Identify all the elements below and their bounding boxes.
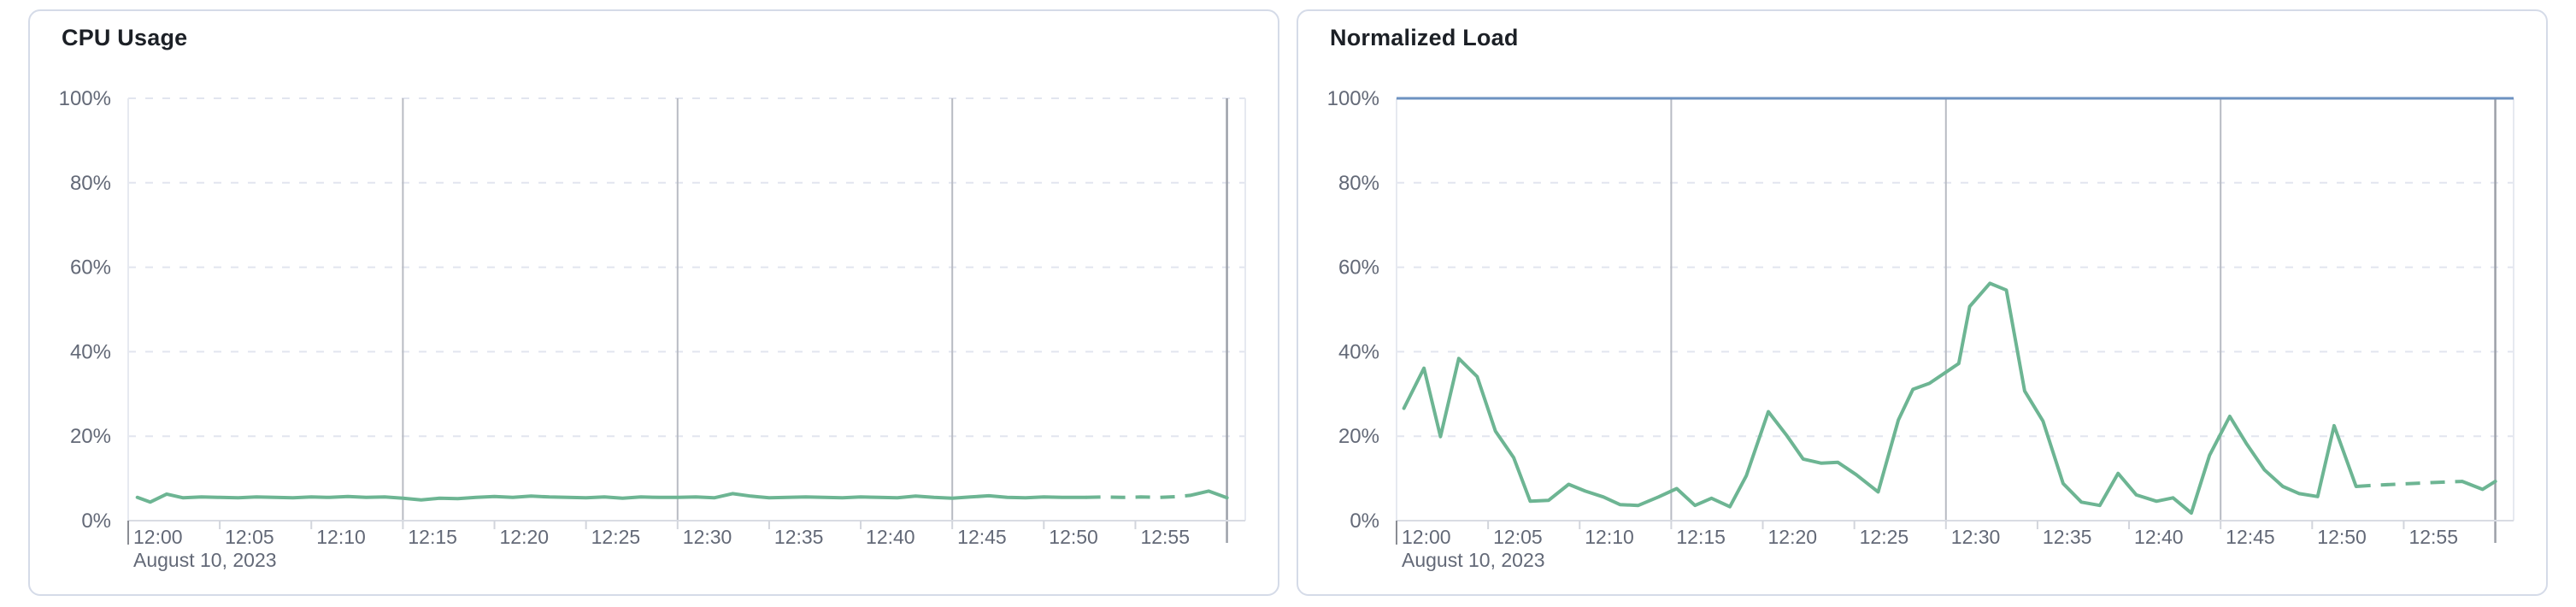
x-tick-label: 12:00 xyxy=(133,526,183,548)
series-segment-cpu-usage-dashed xyxy=(1085,493,1191,499)
series-segment-normalized-load-dashed xyxy=(2355,480,2463,488)
y-tick-label: 40% xyxy=(70,340,111,363)
y-tick-label: 100% xyxy=(1327,87,1379,110)
x-tick-label: 12:05 xyxy=(1493,526,1543,548)
x-tick-label: 12:55 xyxy=(2408,526,2458,548)
y-tick-label: 0% xyxy=(81,510,111,533)
y-tick-label: 80% xyxy=(70,172,111,195)
x-tick-label: 12:15 xyxy=(408,526,457,548)
x-tick-label: 12:30 xyxy=(683,526,732,548)
series-segment-cpu-usage-solid xyxy=(1188,489,1229,500)
y-tick-label: 0% xyxy=(1350,510,1379,533)
x-tick-label: 12:10 xyxy=(1585,526,1634,548)
x-tick-label: 12:05 xyxy=(225,526,274,548)
y-tick-label: 60% xyxy=(70,256,111,280)
x-tick-label: 12:15 xyxy=(1676,526,1726,548)
chart-title-cpu-usage: CPU Usage xyxy=(62,25,188,50)
series-segment-cpu-usage-solid xyxy=(135,492,1088,504)
normalized-load-panel: Normalized Load 0% 20% 40% 60% 80% 100% 12:00 A… xyxy=(1297,9,2548,596)
x-tick-label: 12:25 xyxy=(591,526,641,548)
y-tick-label: 20% xyxy=(70,425,111,448)
x-tick-label: 12:10 xyxy=(316,526,366,548)
x-tick-label: 12:45 xyxy=(2226,526,2275,548)
x-axis-date-label: August 10, 2023 xyxy=(133,549,277,571)
x-tick-label: 12:30 xyxy=(1951,526,2001,548)
x-tick-label: 12:20 xyxy=(1768,526,1818,548)
x-tick-label: 12:40 xyxy=(2134,526,2184,548)
x-tick-label: 12:00 xyxy=(1402,526,1451,548)
x-tick-label: 12:35 xyxy=(774,526,824,548)
cpu-usage-panel: CPU Usage 0% 20% 40% 60% 80% 100% 12:00 August … xyxy=(28,9,1279,596)
series-segment-normalized-load-solid xyxy=(2461,480,2497,492)
x-tick-label: 12:50 xyxy=(1049,526,1098,548)
x-tick-label: 12:20 xyxy=(500,526,550,548)
x-tick-label: 12:25 xyxy=(1860,526,1909,548)
y-tick-label: 40% xyxy=(1338,340,1379,363)
x-tick-label: 12:35 xyxy=(2043,526,2092,548)
series-segment-normalized-load-solid xyxy=(1402,281,2358,516)
x-axis-date-label: August 10, 2023 xyxy=(1402,549,1545,571)
x-tick-label: 12:50 xyxy=(2317,526,2367,548)
x-tick-label: 12:40 xyxy=(866,526,915,548)
y-tick-label: 80% xyxy=(1338,172,1379,195)
x-tick-label: 12:45 xyxy=(957,526,1007,548)
x-tick-label: 12:55 xyxy=(1140,526,1190,548)
y-tick-label: 100% xyxy=(59,87,111,110)
y-tick-label: 60% xyxy=(1338,256,1379,280)
chart-title-normalized-load: Normalized Load xyxy=(1330,25,1519,50)
y-tick-label: 20% xyxy=(1338,425,1379,448)
